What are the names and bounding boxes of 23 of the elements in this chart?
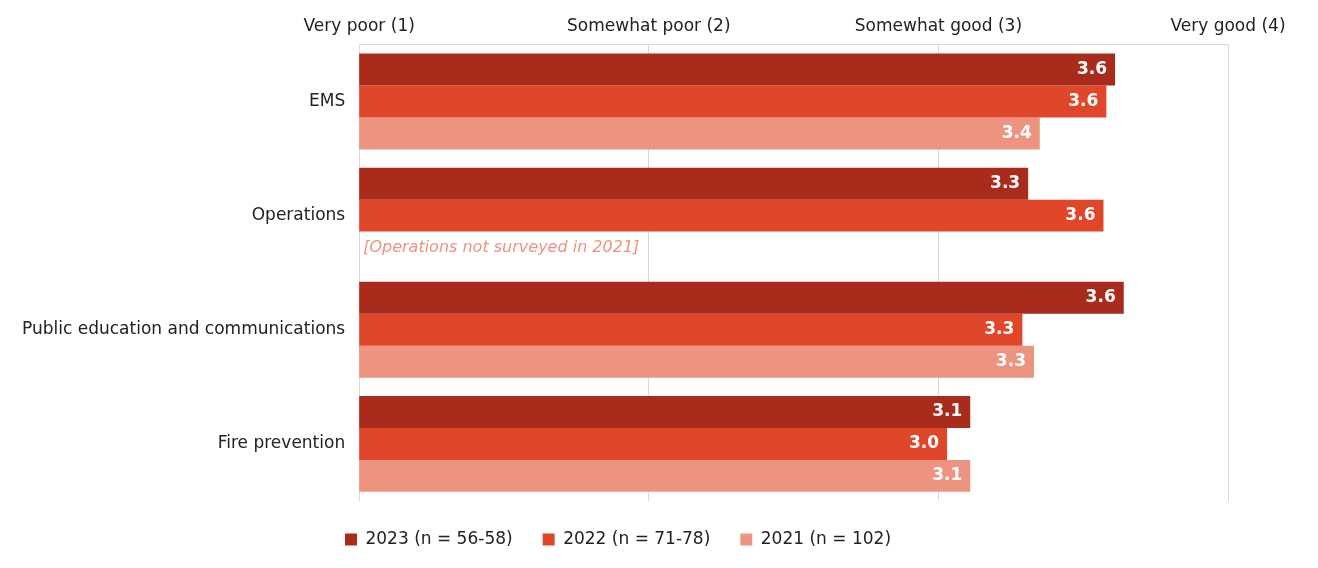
legend-label: 2022 (n = 71-78) — [563, 527, 711, 548]
annotation: [Operations not surveyed in 2021] — [363, 236, 640, 256]
legend-label: 2021 (n = 102) — [760, 527, 892, 548]
x-tick-label: Very good (4) — [1170, 14, 1286, 35]
y-tick-label: Operations — [251, 204, 346, 225]
y-tick-label: Public education and communications — [22, 318, 346, 339]
data-label: 3.6 — [1076, 57, 1108, 78]
data-label: 3.4 — [1001, 121, 1032, 142]
data-label: 3.1 — [932, 400, 963, 421]
data-label: 3.6 — [1065, 204, 1096, 225]
y-tick-label: Fire prevention — [217, 432, 346, 453]
data-label: 3.6 — [1085, 286, 1116, 307]
x-tick-label: Somewhat poor (2) — [567, 14, 731, 35]
data-label: 3.6 — [1068, 89, 1099, 110]
data-label: 3.3 — [990, 172, 1021, 193]
x-tick-label: Very poor (1) — [303, 14, 415, 35]
y-tick-label: EMS — [308, 89, 346, 110]
data-label: 3.0 — [908, 432, 940, 453]
data-label: 3.3 — [995, 350, 1026, 371]
x-tick-label: Somewhat good (3) — [854, 14, 1023, 35]
legend-label: 2023 (n = 56-58) — [365, 527, 513, 548]
data-label: 3.3 — [984, 318, 1015, 339]
data-label: 3.1 — [932, 464, 963, 485]
